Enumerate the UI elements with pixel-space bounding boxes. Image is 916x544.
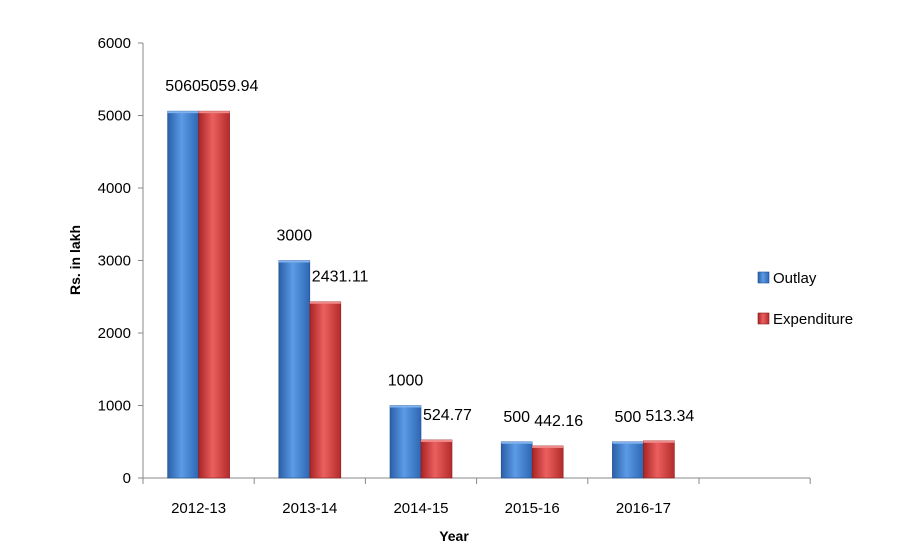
x-axis-title: Year: [439, 528, 469, 544]
x-tick-label: 2013-14: [282, 500, 337, 517]
x-tick-label: 2016-17: [616, 500, 671, 517]
y-tick-label: 3000: [98, 253, 131, 270]
bar-expenditure-2016-17: [643, 440, 675, 479]
data-label-expenditure: 2431.11: [312, 269, 369, 286]
data-label-expenditure: 513.34: [645, 408, 694, 425]
y-axis-ticks: 0 1000 2000 3000 4000 5000 6000: [98, 35, 143, 487]
bar-cap: [643, 440, 675, 443]
data-label-outlay: 500: [503, 409, 530, 426]
bar-cap: [167, 111, 199, 114]
bar-cap: [612, 441, 644, 444]
bar-outlay-2014-15: [389, 405, 422, 479]
bar-outlay-2012-13: [167, 110, 199, 479]
data-label-expenditure: 442.16: [534, 413, 583, 430]
bar-expenditure-2013-14: [309, 301, 342, 479]
x-tick-label: 2012-13: [171, 500, 226, 517]
data-label-expenditure: 524.77: [423, 407, 472, 424]
data-label-outlay: 3000: [277, 228, 313, 245]
y-tick-label: 2000: [98, 325, 131, 342]
x-axis-ticks: 2012-13 2013-14 2014-15 2015-16 2016-17: [142, 478, 811, 517]
bar-expenditure-2014-15: [420, 439, 453, 479]
legend-label-expenditure: Expenditure: [773, 311, 853, 328]
legend: Outlay Expenditure: [757, 270, 853, 328]
bar-cap: [532, 445, 564, 448]
data-label-outlay: 5060: [165, 78, 201, 95]
y-tick-label: 5000: [98, 108, 131, 125]
bar-cap: [390, 405, 421, 408]
data-label-expenditure: 5059.94: [201, 78, 259, 95]
bar-cap: [198, 111, 230, 114]
y-tick-label: 6000: [98, 35, 131, 52]
bars: [167, 110, 675, 479]
bar-cap: [309, 301, 341, 304]
bar-cap: [421, 439, 452, 442]
x-tick-label: 2015-16: [505, 500, 560, 517]
y-tick-label: 4000: [98, 180, 131, 197]
bar-outlay-2013-14: [278, 260, 311, 479]
bar-outlay-2016-17: [612, 441, 644, 479]
bar-cap: [501, 441, 533, 444]
legend-swatch-expenditure: [757, 312, 770, 325]
bar-cap: [278, 260, 310, 263]
x-tick-label: 2014-15: [393, 500, 448, 517]
bar-outlay-2015-16: [500, 441, 533, 479]
bar-expenditure-2015-16: [531, 445, 564, 479]
legend-label-outlay: Outlay: [773, 270, 817, 287]
y-axis: 0 1000 2000 3000 4000 5000 6000: [98, 35, 144, 487]
y-tick-label: 0: [123, 470, 131, 487]
data-labels: 5060 3000 1000 500 500 5059.94 2431.11 524.77 44…: [165, 78, 694, 430]
data-label-outlay: 500: [615, 409, 642, 426]
bar-expenditure-2012-13: [198, 110, 230, 479]
x-axis: 2012-13 2013-14 2014-15 2015-16 2016-17: [142, 477, 811, 517]
legend-swatch-outlay: [757, 271, 770, 284]
y-axis-title: Rs. in lakh: [67, 225, 83, 295]
data-label-outlay: 1000: [388, 373, 424, 390]
y-tick-label: 1000: [98, 398, 131, 415]
